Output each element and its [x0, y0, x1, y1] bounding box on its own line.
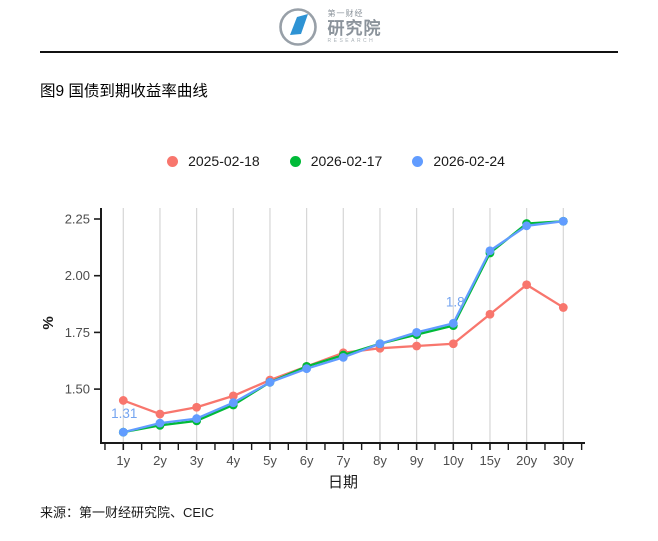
legend-label: 2026-02-17 — [310, 153, 383, 169]
x-tick-label: 8y — [373, 453, 387, 468]
data-point — [192, 402, 202, 412]
data-point — [485, 246, 495, 256]
brand-logo-icon — [278, 8, 317, 46]
x-tick-label: 3y — [190, 453, 204, 468]
data-point — [228, 398, 238, 408]
brand-logo: 第一财经 研究院 RESEARCH — [0, 5, 658, 49]
x-tick-label: 10y — [443, 453, 464, 468]
data-point — [375, 339, 385, 349]
data-point — [228, 391, 238, 401]
legend-item-2026-02-17: 2026-02-17 — [289, 153, 383, 169]
data-point — [192, 414, 202, 423]
y-axis-title: % — [40, 316, 57, 329]
data-point — [338, 352, 348, 362]
y-tick-label: 1.50 — [65, 382, 90, 397]
chart-legend: 2025-02-18 2026-02-17 2026-02-24 — [0, 153, 658, 169]
data-point — [522, 280, 532, 290]
x-tick-label: 2y — [153, 453, 167, 468]
legend-dot-icon — [167, 155, 179, 167]
y-tick-label: 1.75 — [65, 325, 90, 340]
x-tick-label: 15y — [479, 453, 500, 468]
brand-name-small: 第一财经 — [327, 9, 364, 18]
x-tick-label: 1y — [116, 453, 130, 468]
y-tick-label: 2.00 — [65, 268, 90, 283]
point-annotation: 1.8 — [446, 294, 465, 309]
x-tick-label: 4y — [226, 453, 240, 468]
brand-logo-text: 第一财经 研究院 RESEARCH — [328, 10, 382, 44]
data-point — [485, 309, 495, 319]
y-tick-label: 2.25 — [65, 212, 90, 227]
data-point — [448, 318, 458, 328]
data-point — [558, 303, 568, 312]
legend-dot-icon — [412, 155, 424, 167]
header-divider — [40, 51, 618, 53]
data-point — [118, 396, 128, 405]
x-tick-label: 6y — [300, 453, 314, 468]
data-point — [302, 364, 312, 374]
data-point — [558, 216, 568, 226]
legend-dot-icon — [289, 155, 301, 167]
data-point — [155, 409, 165, 419]
figure-title: 图9 国债到期收益率曲线 — [40, 83, 208, 100]
yield-curve-chart: 1.50 1.75 2.00 2.25 1y 2y 3y 4y 5y 6y 7y 8y 9y 10y 15y… — [40, 208, 585, 491]
legend-label: 2026-02-24 — [433, 153, 505, 169]
data-point — [522, 221, 532, 231]
x-tick-label: 9y — [410, 453, 424, 468]
data-point — [155, 418, 165, 428]
point-annotation: 1.31 — [111, 406, 137, 421]
legend-item-2025-02-18: 2025-02-18 — [167, 153, 260, 169]
x-tick-label: 20y — [516, 453, 537, 468]
x-tick-label: 5y — [263, 453, 277, 468]
legend-item-2026-02-24: 2026-02-24 — [412, 153, 505, 169]
x-tick-label: 7y — [336, 453, 350, 468]
data-point — [412, 341, 422, 351]
data-point — [265, 377, 275, 387]
x-tick-label: 30y — [553, 453, 574, 468]
x-axis-title: 日期 — [328, 474, 358, 491]
data-point — [412, 328, 422, 337]
source-note: 来源：第一财经研究院、CEIC — [40, 505, 215, 520]
brand-name-large: 研究院 — [327, 19, 382, 38]
legend-label: 2025-02-18 — [188, 153, 260, 169]
data-point — [448, 339, 458, 349]
data-point — [118, 427, 128, 437]
brand-name-en: RESEARCH — [327, 38, 376, 44]
